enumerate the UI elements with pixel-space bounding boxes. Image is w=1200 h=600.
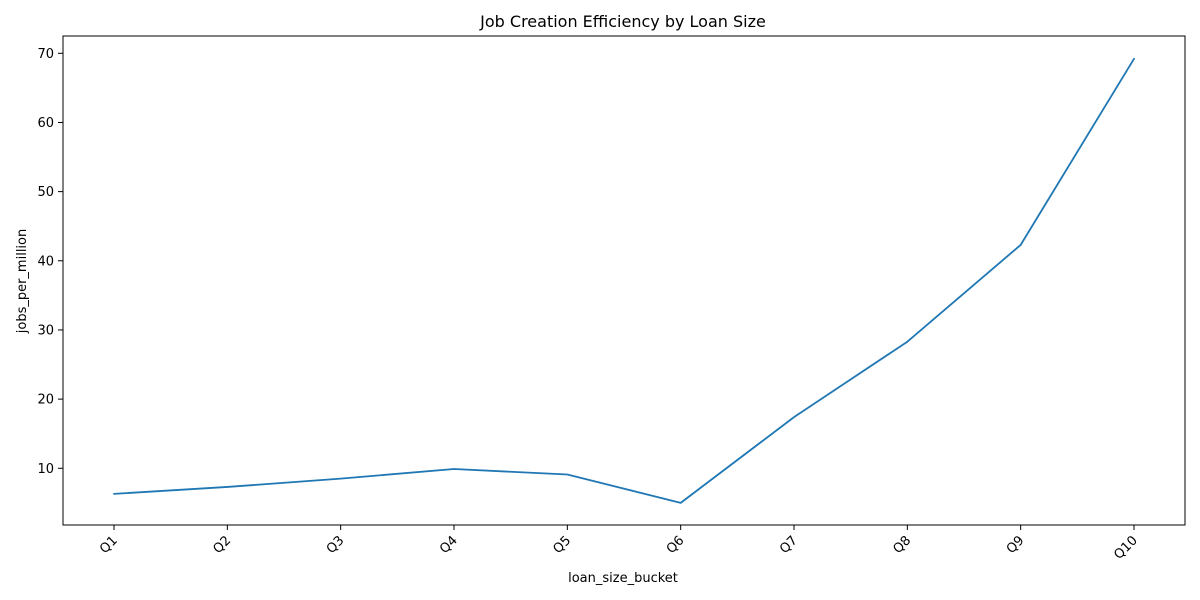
x-tick-label: Q4	[437, 533, 461, 557]
x-tick-label: Q8	[890, 533, 914, 557]
y-axis-label: jobs_per_million	[15, 229, 30, 335]
x-axis: Q1 Q2 Q3 Q4 Q5 Q6 Q7 Q8 Q9 Q10	[97, 525, 1141, 563]
y-axis: 10 20 30 40 50 60 70	[37, 47, 63, 477]
x-tick-label: Q2	[210, 533, 234, 557]
plot-area-frame	[62, 35, 1186, 526]
x-tick-label: Q1	[97, 533, 121, 557]
x-tick-label: Q7	[777, 533, 801, 557]
y-tick-label: 70	[37, 47, 54, 62]
y-tick-label: 60	[37, 116, 54, 131]
x-tick-label: Q6	[664, 533, 688, 557]
chart-title: Job Creation Efficiency by Loan Size	[479, 12, 766, 31]
y-tick-label: 40	[37, 254, 54, 269]
x-tick-label: Q3	[324, 533, 348, 557]
series-layer	[113, 57, 1135, 504]
x-tick-label: Q9	[1004, 533, 1028, 557]
y-tick-label: 20	[37, 393, 54, 408]
x-tick-label: Q10	[1111, 533, 1141, 563]
y-tick-label: 50	[37, 185, 54, 200]
y-tick-label: 10	[37, 462, 54, 477]
y-tick-label: 30	[37, 323, 54, 338]
series-line	[113, 57, 1135, 504]
x-axis-label: loan_size_bucket	[568, 571, 678, 586]
x-tick-label: Q5	[550, 533, 574, 557]
